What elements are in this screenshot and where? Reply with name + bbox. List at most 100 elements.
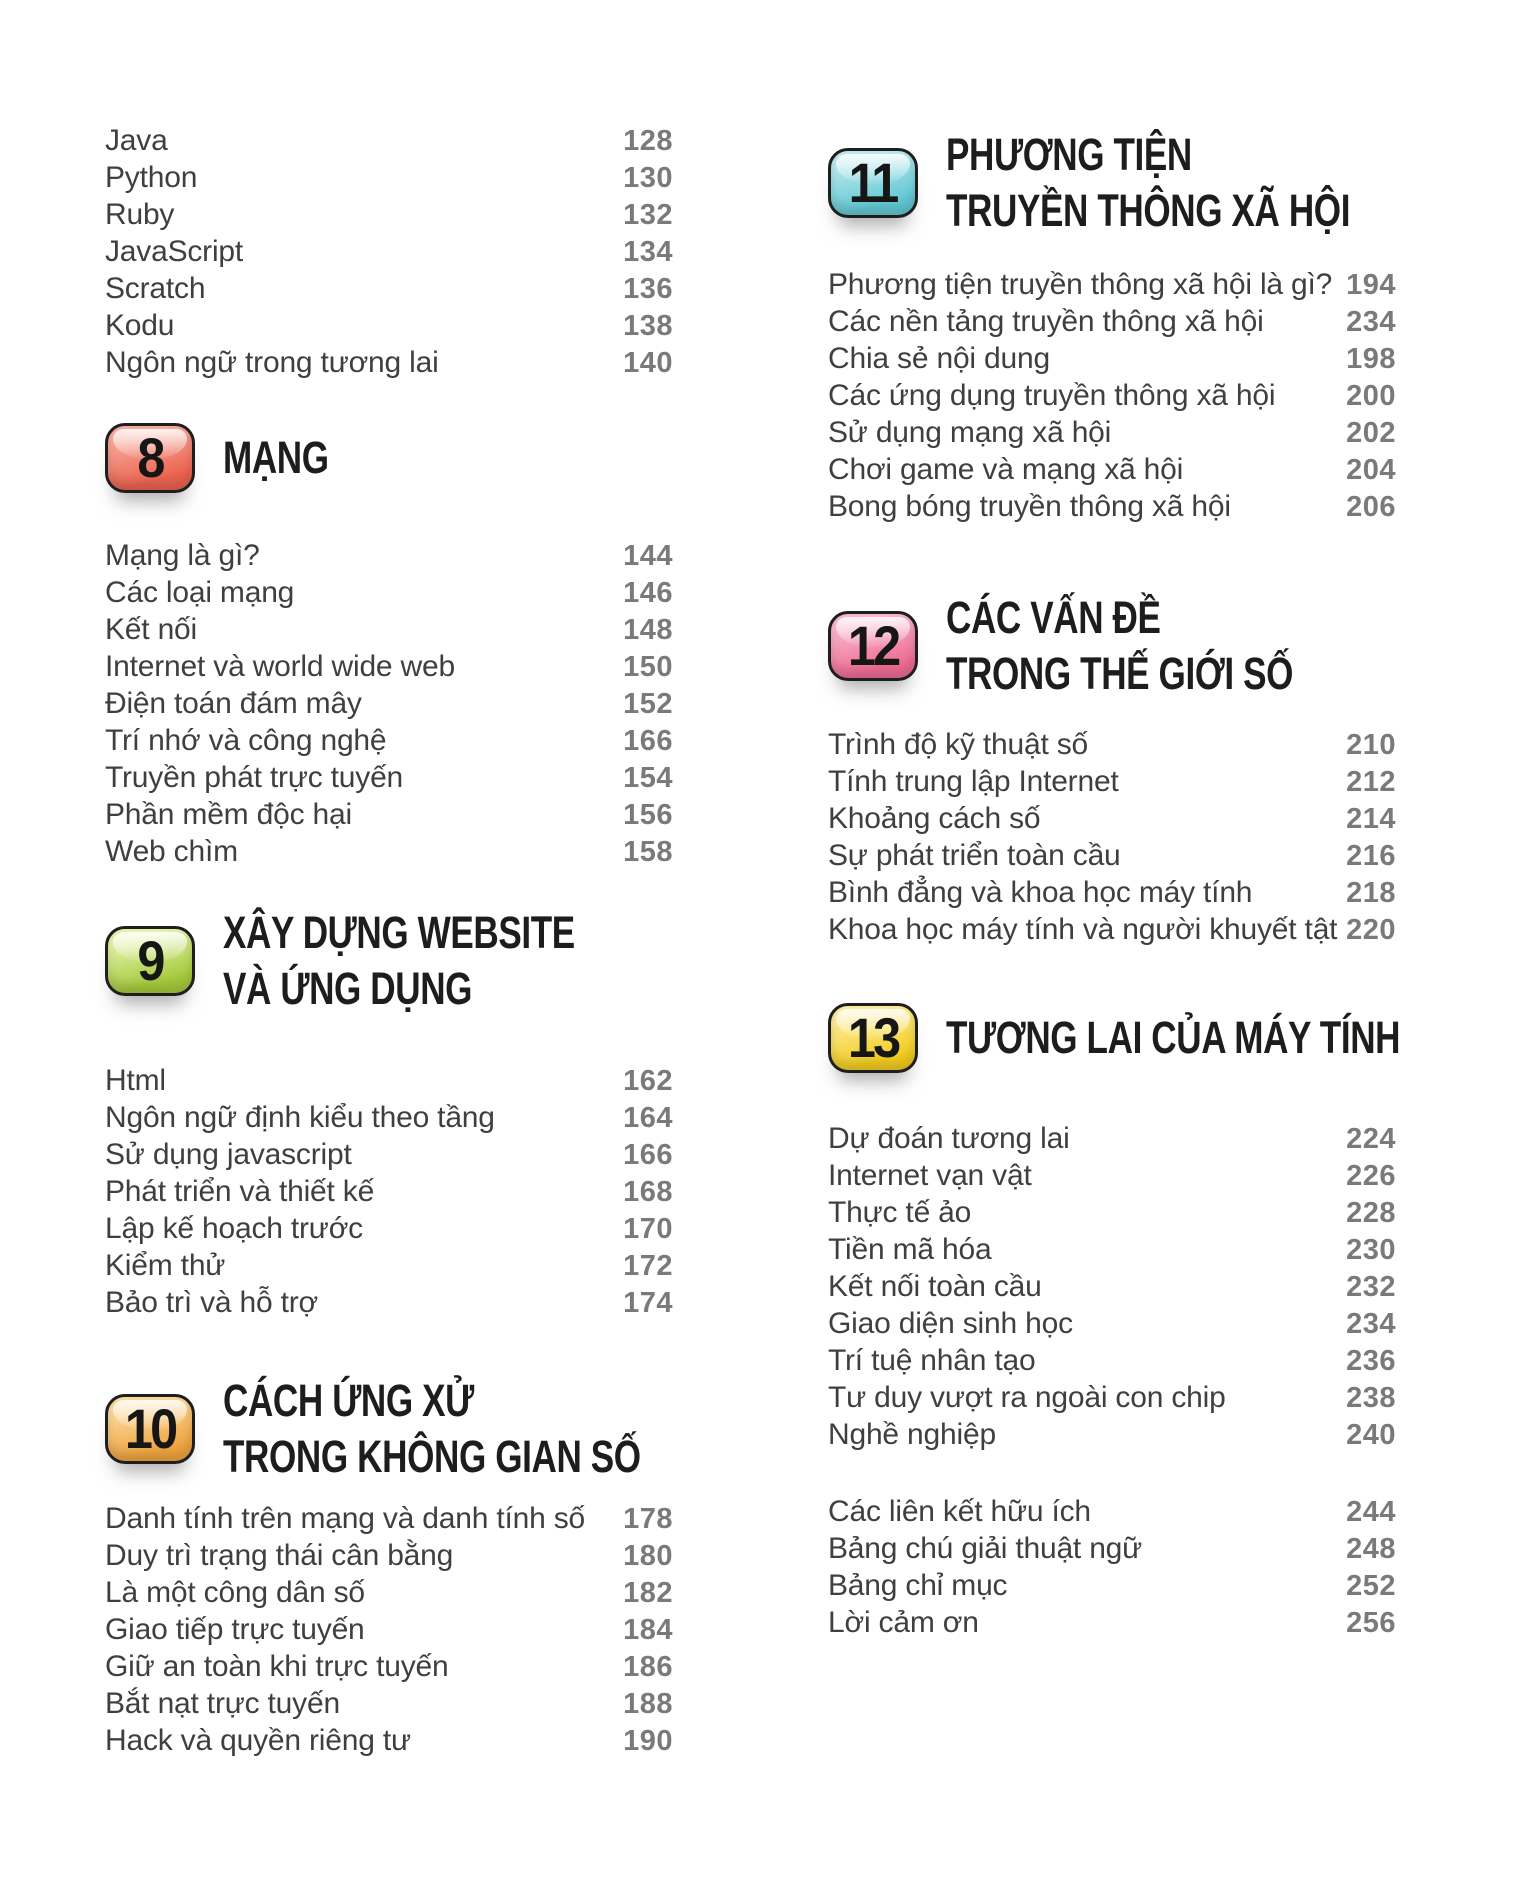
toc-entry-label: Danh tính trên mạng và danh tính số — [105, 1502, 585, 1535]
toc-entry-page: 148 — [623, 614, 673, 646]
toc-list: Java 128 Python 130 Ruby 132 JavaScript … — [105, 124, 673, 383]
toc-entry: Nghề nghiệp 240 — [828, 1418, 1396, 1455]
toc-entry-label: Html — [105, 1064, 166, 1097]
toc-entry-label: Truyền phát trực tuyến — [105, 761, 404, 794]
toc-entry-label: Internet vạn vật — [828, 1159, 1032, 1192]
toc-entry-label: Lời cảm ơn — [828, 1606, 979, 1639]
chapter-header: 12 CÁC VẤN ĐỀ TRONG THẾ GIỚI SỐ — [828, 590, 1396, 702]
toc-entry-page: 218 — [1346, 877, 1396, 909]
toc-entry-page: 134 — [623, 236, 673, 268]
toc-entry-label: Giao tiếp trực tuyến — [105, 1613, 365, 1646]
toc-entry: Hack và quyền riêng tư 190 — [105, 1724, 673, 1761]
toc-entry-label: Kết nối — [105, 613, 197, 646]
toc-entry: Dự đoán tương lai 224 — [828, 1122, 1396, 1159]
toc-entry-label: Phương tiện truyền thông xã hội là gì? — [828, 268, 1333, 301]
toc-entry-label: Tư duy vượt ra ngoài con chip — [828, 1381, 1226, 1414]
toc-entry-label: Giữ an toàn khi trực tuyến — [105, 1650, 449, 1683]
toc-entry: Sử dụng javascript 166 — [105, 1138, 673, 1175]
toc-entry-page: 144 — [623, 540, 673, 572]
toc-entry: Khoảng cách số 214 — [828, 802, 1396, 839]
chapter-number: 9 — [137, 929, 165, 992]
toc-entry-label: Trình độ kỹ thuật số — [828, 728, 1089, 761]
toc-entry-page: 212 — [1346, 766, 1396, 798]
chapter-header: 9 XÂY DỰNG WEBSITE VÀ ỨNG DỤNG — [105, 905, 673, 1017]
chapter-title-line: TƯƠNG LAI CỦA MÁY TÍNH — [946, 1012, 1401, 1063]
toc-entry-page: 164 — [623, 1102, 673, 1134]
toc-entry-page: 128 — [623, 125, 673, 157]
toc-entry: Bong bóng truyền thông xã hội 206 — [828, 490, 1396, 527]
toc-entry-label: Trí nhớ và công nghệ — [105, 724, 387, 757]
chapter-title-line: TRONG KHÔNG GIAN SỐ — [223, 1431, 641, 1482]
toc-entry: Mạng là gì? 144 — [105, 539, 673, 576]
toc-entry-page: 256 — [1346, 1607, 1396, 1639]
toc-entry-page: 248 — [1346, 1533, 1396, 1565]
toc-entry: Trí nhớ và công nghệ 166 — [105, 724, 673, 761]
toc-entry-page: 158 — [623, 836, 673, 868]
toc-entry: Kiểm thử 172 — [105, 1249, 673, 1286]
toc-entry: Các ứng dụng truyền thông xã hội 200 — [828, 379, 1396, 416]
toc-entry: Trí tuệ nhân tạo 236 — [828, 1344, 1396, 1381]
toc-entry: Phát triển và thiết kế 168 — [105, 1175, 673, 1212]
toc-entry-label: Khoa học máy tính và người khuyết tật — [828, 913, 1338, 946]
toc-entry-label: Phần mềm độc hại — [105, 798, 352, 831]
toc-entry-label: Phát triển và thiết kế — [105, 1175, 375, 1208]
toc-entry-page: 210 — [1346, 729, 1396, 761]
toc-entry-label: Kết nối toàn cầu — [828, 1270, 1042, 1303]
toc-entry: Phần mềm độc hại 156 — [105, 798, 673, 835]
toc-entry: Tiền mã hóa 230 — [828, 1233, 1396, 1270]
toc-entry-page: 166 — [623, 1139, 673, 1171]
toc-entry-page: 146 — [623, 577, 673, 609]
toc-list: Html 162 Ngôn ngữ định kiểu theo tầng 16… — [105, 1064, 673, 1323]
chapter-title-line: CÁC VẤN ĐỀ — [946, 592, 1161, 643]
toc-entry-label: Kiểm thử — [105, 1249, 226, 1282]
toc-entry-page: 130 — [623, 162, 673, 194]
toc-entry: Lời cảm ơn 256 — [828, 1606, 1396, 1643]
toc-entry-page: 132 — [623, 199, 673, 231]
toc-entry-label: Điện toán đám mây — [105, 687, 362, 720]
chapter-title-line: VÀ ỨNG DỤNG — [223, 963, 473, 1014]
toc-entry: Các nền tảng truyền thông xã hội 234 — [828, 305, 1396, 342]
toc-entry-page: 154 — [623, 762, 673, 794]
toc-entry-page: 230 — [1346, 1234, 1396, 1266]
toc-entry-label: Thực tế ảo — [828, 1196, 972, 1229]
toc-entry-page: 232 — [1346, 1271, 1396, 1303]
toc-list: Danh tính trên mạng và danh tính số 178 … — [105, 1502, 673, 1761]
toc-entry: Giao tiếp trực tuyến 184 — [105, 1613, 673, 1650]
toc-entry-label: Python — [105, 161, 198, 194]
toc-entry: Kết nối toàn cầu 232 — [828, 1270, 1396, 1307]
toc-list: Các liên kết hữu ích 244 Bảng chú giải t… — [828, 1495, 1396, 1643]
toc-entry-page: 200 — [1346, 380, 1396, 412]
toc-entry-label: Tiền mã hóa — [828, 1233, 992, 1266]
chapter-number-badge: 8 — [105, 423, 195, 493]
toc-entry-page: 166 — [623, 725, 673, 757]
toc-entry-label: Bong bóng truyền thông xã hội — [828, 490, 1231, 523]
toc-entry: Html 162 — [105, 1064, 673, 1101]
chapter-number: 10 — [124, 1397, 178, 1460]
toc-entry-page: 152 — [623, 688, 673, 720]
toc-entry: Internet vạn vật 226 — [828, 1159, 1396, 1196]
chapter-number: 13 — [847, 1006, 901, 1069]
toc-entry: Ngôn ngữ định kiểu theo tầng 164 — [105, 1101, 673, 1138]
toc-entry-label: Web chìm — [105, 835, 238, 868]
toc-entry-page: 234 — [1346, 306, 1396, 338]
toc-entry-page: 186 — [623, 1651, 673, 1683]
chapter-title-line: TRONG THẾ GIỚI SỐ — [946, 648, 1294, 699]
chapter-title-line: CÁCH ỨNG XỬ — [223, 1375, 474, 1426]
toc-entry: Thực tế ảo 228 — [828, 1196, 1396, 1233]
toc-entry: Các liên kết hữu ích 244 — [828, 1495, 1396, 1532]
toc-entry-page: 184 — [623, 1614, 673, 1646]
chapter-title: PHƯƠNG TIỆN TRUYỀN THÔNG XÃ HỘI — [946, 127, 1464, 239]
toc-entry-label: Bắt nạt trực tuyến — [105, 1687, 340, 1720]
toc-entry-page: 162 — [623, 1065, 673, 1097]
toc-entry-label: Hack và quyền riêng tư — [105, 1724, 411, 1757]
toc-entry-label: Là một công dân số — [105, 1576, 365, 1609]
toc-entry-page: 140 — [623, 347, 673, 379]
toc-entry-page: 202 — [1346, 417, 1396, 449]
toc-entry-page: 214 — [1346, 803, 1396, 835]
toc-entry-page: 204 — [1346, 454, 1396, 486]
chapter-number: 11 — [849, 151, 900, 214]
toc-entry-label: Các liên kết hữu ích — [828, 1495, 1091, 1528]
chapter-title: CÁCH ỨNG XỬ TRONG KHÔNG GIAN SỐ — [223, 1373, 759, 1485]
toc-entry: Internet và world wide web 150 — [105, 650, 673, 687]
